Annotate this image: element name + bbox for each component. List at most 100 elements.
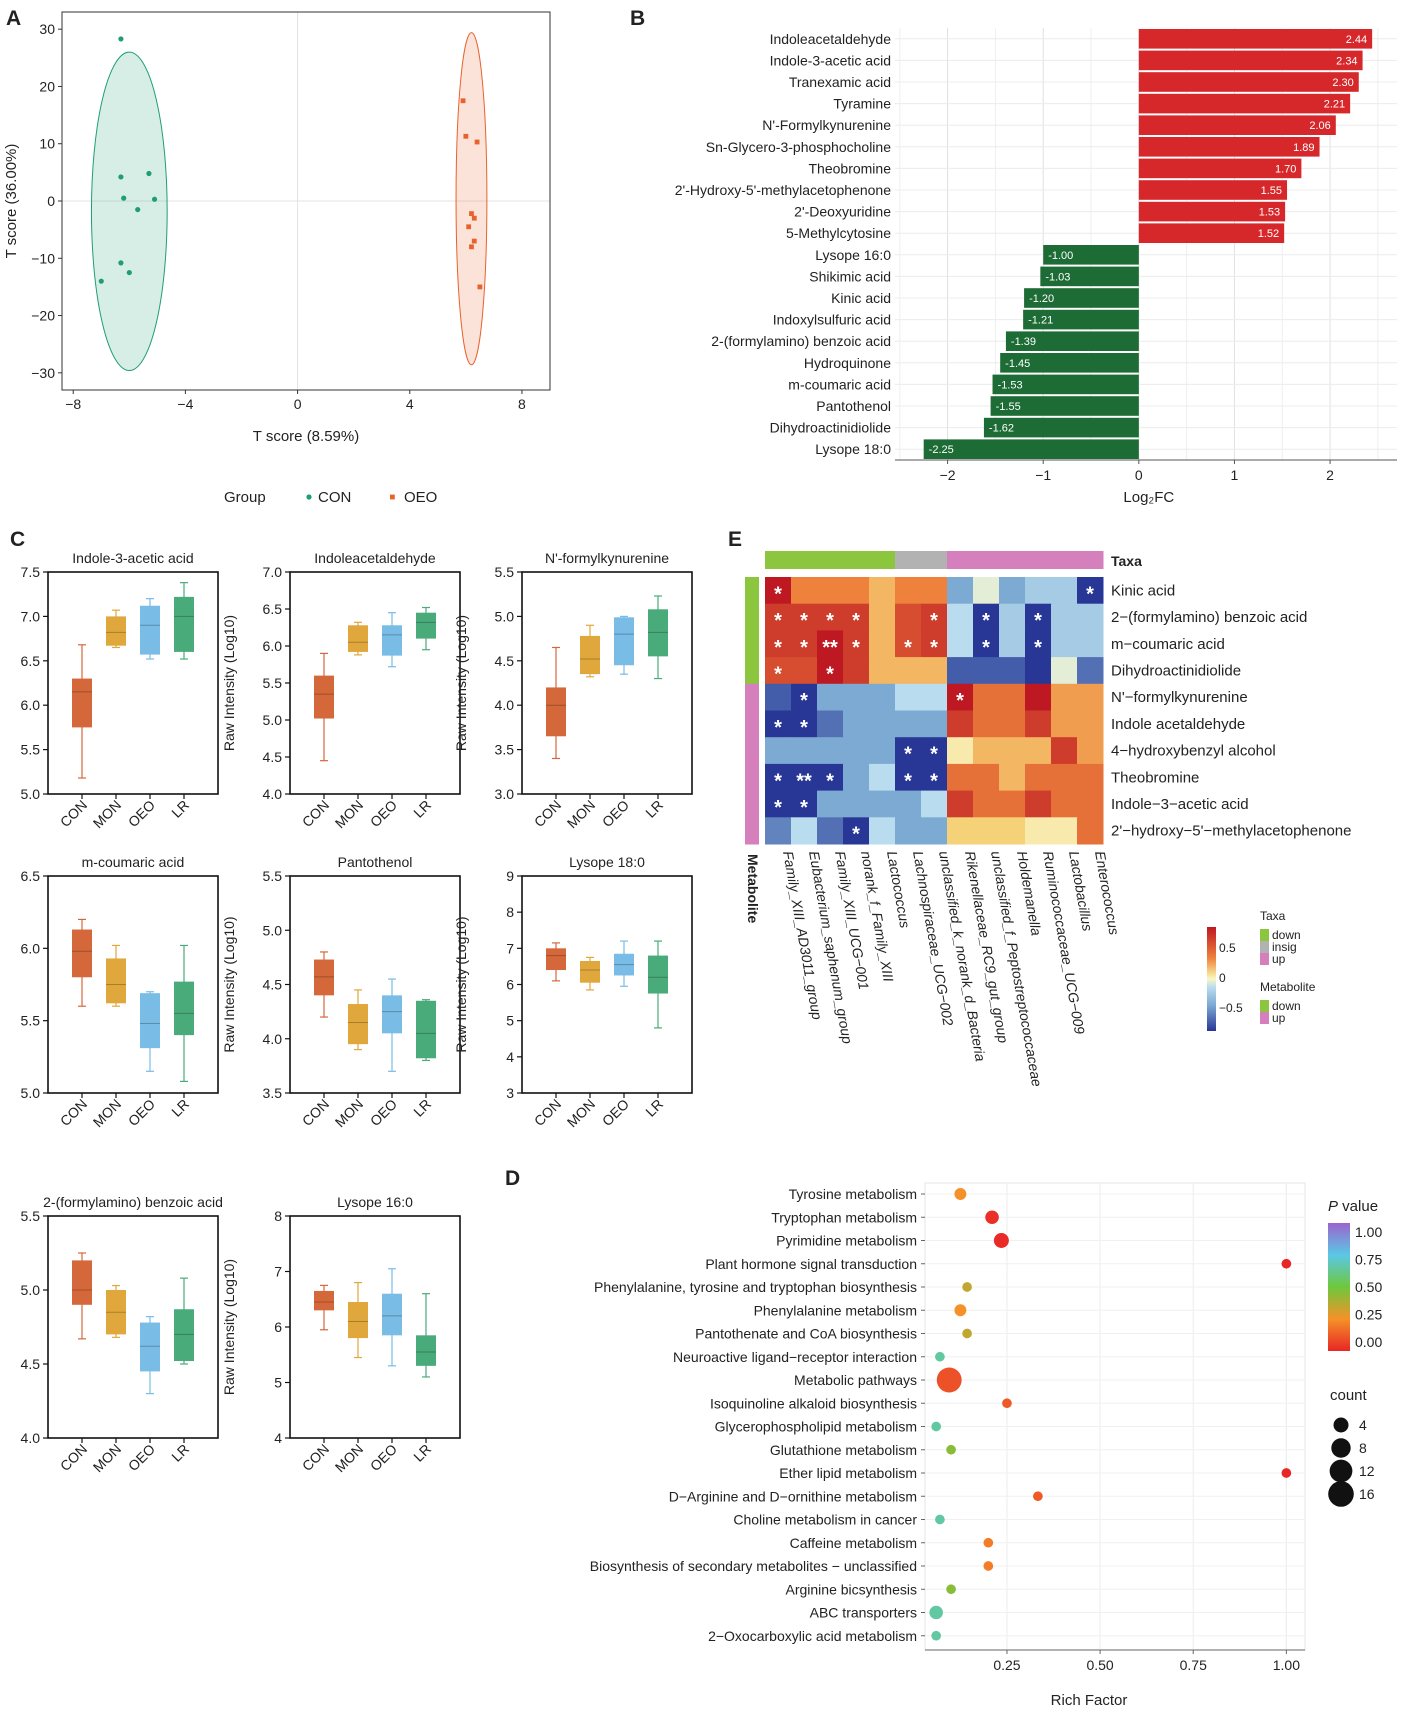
- box-mon: [106, 616, 126, 646]
- box-oeo: [140, 605, 160, 655]
- heatmap-cell: [1051, 817, 1078, 845]
- taxa-group-cell: [843, 551, 870, 569]
- heatmap-cell: [791, 737, 818, 765]
- heatmap-cell: [921, 790, 948, 818]
- color-legend-label: 0.00: [1355, 1334, 1382, 1350]
- heatmap-cell: [817, 763, 844, 792]
- y-tick-label: 30: [39, 21, 55, 37]
- category-label: Indole-3-acetic acid: [770, 52, 891, 68]
- heatmap-cell: [791, 817, 818, 845]
- point-con: [118, 260, 124, 266]
- box-mon: [580, 960, 600, 983]
- metabolite-group-cell: [745, 763, 759, 792]
- y-tick-label: 5.5: [263, 675, 283, 691]
- heatmap-cell: [1051, 683, 1078, 711]
- heatmap-color-bar: [1207, 927, 1216, 1031]
- legend-metabolite-label: down: [1272, 999, 1301, 1013]
- x-tick-label: −8: [65, 396, 81, 412]
- point-oeo: [469, 244, 474, 250]
- heatmap-cell: [973, 710, 1000, 738]
- pathway-label: Biosynthesis of secondary metabolites − …: [590, 1558, 917, 1574]
- bar: [1023, 309, 1139, 330]
- heatmap-cell: [869, 710, 896, 738]
- bar: [1138, 223, 1285, 243]
- heatmap-cell: [947, 657, 974, 685]
- y-tick-label: 6: [274, 1319, 282, 1335]
- y-tick-label: 4.5: [263, 749, 283, 765]
- pathway-bubble: [983, 1561, 994, 1571]
- box-oeo: [614, 617, 634, 666]
- heatmap-cell: [765, 577, 792, 605]
- box-lr: [648, 609, 668, 657]
- heatmap-cell: [817, 577, 844, 605]
- heatmap-cell: [1077, 737, 1104, 765]
- y-tick-label: 5.0: [263, 712, 283, 728]
- legend-title: Group: [224, 489, 266, 506]
- heatmap-cell: [1051, 710, 1078, 738]
- significance-star: *: [930, 610, 938, 632]
- significance-star: *: [826, 610, 834, 632]
- pathway-bubble: [993, 1233, 1009, 1248]
- heatmap-color-tick: 0.5: [1219, 941, 1236, 955]
- heatmap-cell: [765, 817, 792, 845]
- heatmap-cell: [843, 817, 870, 845]
- pathway-bubble: [946, 1584, 956, 1595]
- taxa-annotation-label: Taxa: [1111, 553, 1142, 569]
- significance-star: *: [826, 770, 834, 792]
- y-tick-label: 4.0: [263, 1031, 283, 1047]
- box-con: [546, 948, 566, 971]
- color-legend-label: 0.25: [1355, 1307, 1382, 1323]
- box-mon: [348, 625, 368, 652]
- category-label: 5-Methylcytosine: [786, 225, 891, 241]
- legend-taxa-label: down: [1272, 928, 1301, 942]
- color-legend-label: 1.00: [1355, 1224, 1382, 1240]
- metabolite-group-cell: [745, 710, 759, 738]
- panel-letter-b: B: [630, 7, 645, 30]
- bar-value-label: -1.45: [1005, 358, 1030, 370]
- heatmap-cell: [999, 763, 1026, 792]
- y-tick-label: 4: [274, 1430, 282, 1446]
- pathway-bubble: [983, 1537, 994, 1548]
- heatmap-cell: [1051, 603, 1078, 631]
- heatmap-cell: [843, 790, 870, 818]
- box-oeo: [140, 993, 160, 1049]
- heatmap-cell: [895, 603, 922, 631]
- bar: [1138, 201, 1286, 222]
- heatmap-cell: [973, 683, 1000, 711]
- y-tick-label: 20: [39, 78, 55, 94]
- heatmap-cell: [1025, 737, 1052, 765]
- y-tick-label: 4: [506, 1049, 514, 1065]
- y-tick-label: −20: [31, 308, 55, 324]
- pathway-label: Tryptophan metabolism: [771, 1209, 917, 1225]
- heatmap-cell: [1025, 710, 1052, 738]
- bar-value-label: -1.20: [1029, 293, 1054, 305]
- heatmap-cell: [973, 790, 1000, 818]
- heatmap-cell: [817, 817, 844, 845]
- significance-star: *: [800, 610, 808, 632]
- bar: [1138, 115, 1336, 135]
- panel-a-score-plot: −8 −4 0 4 8 −30 −20 −10 0 10 20 30 T score (8.59%) T …: [3, 11, 551, 506]
- y-tick-label: 7: [506, 940, 514, 956]
- legend-metabolite-title: Metabolite: [1260, 980, 1316, 994]
- significance-star: *: [930, 637, 938, 659]
- taxa-group-cell: [999, 551, 1026, 569]
- significance-star: *: [904, 637, 912, 659]
- legend-taxa-swatch: [1260, 941, 1269, 953]
- legend-taxa-label: insig: [1272, 940, 1297, 954]
- y-tick-label: 6.5: [263, 601, 283, 617]
- bar-value-label: 1.70: [1275, 163, 1296, 175]
- box-mon: [348, 1004, 368, 1045]
- panel-letter-d: D: [505, 1167, 520, 1190]
- heatmap-cell: [999, 737, 1026, 765]
- pathway-label: Phenylalanine metabolism: [754, 1302, 917, 1318]
- pathway-label: Glycerophospholipid metabolism: [715, 1419, 917, 1435]
- heatmap-cell: [1077, 683, 1104, 711]
- heatmap-cell: [843, 683, 870, 711]
- heatmap-cell: [973, 577, 1000, 605]
- significance-star: **: [796, 770, 812, 792]
- x-axis-label: Rich Factor: [1051, 1692, 1128, 1709]
- heatmap-cell: [817, 737, 844, 765]
- bar: [1024, 288, 1139, 308]
- y-tick-label: 5.0: [21, 1282, 41, 1298]
- panel-d-pathway-bubble-chart: Tyrosine metabolism Tryptophan metabolism…: [590, 1182, 1382, 1709]
